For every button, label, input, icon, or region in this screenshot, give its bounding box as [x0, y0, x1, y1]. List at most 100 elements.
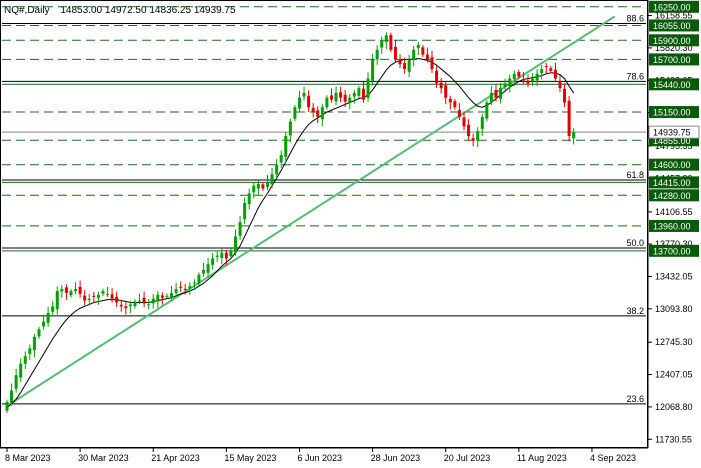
candle-body: [467, 124, 471, 136]
trendline-layer: [6, 15, 616, 407]
candle-body: [526, 80, 530, 84]
candle-body: [293, 107, 297, 119]
candle-body: [69, 291, 73, 296]
date-tick-label: 6 Jun 2023: [297, 453, 342, 463]
candle-body: [119, 304, 123, 307]
plot-frame: [0, 0, 648, 448]
candle-body: [51, 306, 55, 312]
level-tag-label: 14855.00: [653, 136, 691, 146]
candle-body: [5, 402, 9, 411]
fib-label: 88.6: [626, 14, 644, 24]
candle-body: [384, 35, 388, 43]
price-tick-label: 12407.05: [655, 370, 693, 380]
candle-body: [215, 255, 219, 257]
date-tick-label: 8 Mar 2023: [5, 453, 51, 463]
symbol-timeframe: NQ#,Daily: [4, 5, 50, 16]
date-tick-label: 20 Jul 2023: [444, 453, 491, 463]
candle-body: [549, 68, 553, 71]
candle-body: [78, 286, 82, 294]
level-tag: [649, 244, 699, 257]
candle-body: [28, 348, 32, 354]
candle-body: [421, 47, 425, 55]
candle-body: [234, 236, 237, 253]
candle-body: [316, 110, 320, 117]
ohlc-values: 14853.00 14972.50 14836.25 14939.75: [60, 5, 236, 16]
candle-body: [544, 66, 548, 68]
candle-body: [302, 92, 306, 97]
candle-body: [334, 92, 338, 102]
candle-body: [393, 46, 397, 60]
level-tag-label: 13960.00: [653, 221, 691, 231]
candle-body: [64, 287, 68, 293]
price-tick-label: 15820.30: [655, 43, 693, 53]
candle-body: [14, 375, 18, 389]
candle-body: [416, 45, 420, 49]
candle-body: [224, 252, 228, 259]
candle-body: [480, 116, 484, 129]
candle-body: [252, 185, 256, 193]
candle-body: [179, 286, 183, 288]
candle-body: [284, 135, 288, 157]
candle-body: [238, 222, 242, 236]
date-axis-labels: 8 Mar 2023 30 Mar 2023 21 Apr 2023 15 May 2…: [5, 448, 636, 463]
candle-body: [83, 295, 87, 301]
candle-body: [325, 97, 329, 108]
candle-body: [366, 78, 370, 98]
level-tag: [649, 78, 699, 91]
date-tick-label: 4 Sep 2023: [590, 453, 636, 463]
level-price-tags: 16250.00 16055.00 15900.00 15700.00 15440.00…: [648, 0, 700, 257]
candle-body: [32, 336, 36, 351]
level-tag-label: 15700.00: [653, 55, 691, 65]
candle-body: [572, 132, 576, 139]
candle-body: [23, 356, 27, 364]
candle-body: [202, 269, 206, 274]
level-tag-label: 15900.00: [653, 36, 691, 46]
fib-label: 78.6: [626, 71, 644, 81]
candle-body: [174, 289, 178, 293]
candle-body: [183, 288, 187, 290]
candle-body: [279, 155, 283, 163]
price-tick-label: 16158.55: [655, 11, 693, 21]
candle-body: [398, 60, 402, 65]
candle-body: [389, 34, 393, 50]
candle-body: [92, 295, 96, 297]
candle-body: [138, 300, 142, 302]
candle-body: [425, 54, 429, 60]
current-price-tag: [648, 125, 700, 139]
candle-body: [128, 304, 132, 306]
candle-body: [403, 63, 407, 69]
candle-body: [206, 264, 210, 273]
candle-body: [531, 78, 535, 82]
candle-body: [508, 78, 512, 87]
candle-body: [37, 329, 41, 337]
candle-body: [512, 73, 516, 80]
candle-body: [87, 298, 91, 301]
candle-body: [499, 88, 503, 99]
date-tick-label: 15 May 2023: [224, 453, 276, 463]
candle-body: [553, 69, 557, 79]
price-tick-label: 13093.80: [655, 304, 693, 314]
candle-body: [170, 292, 174, 299]
candle-body: [243, 202, 247, 220]
candle-body: [471, 138, 475, 141]
level-tag-label: 15440.00: [653, 80, 691, 90]
moving-average-line: [6, 57, 575, 409]
candle-body: [288, 121, 292, 136]
date-tick-label: 28 Jun 2023: [371, 453, 421, 463]
fib-label: 50.0: [626, 238, 644, 248]
candle-body: [211, 258, 215, 265]
level-lines: [2, 6, 646, 252]
candle-body: [453, 101, 457, 108]
level-tag: [649, 219, 699, 232]
candle-body: [462, 117, 466, 127]
level-tag-label: 14600.00: [653, 160, 691, 170]
candle-body: [371, 59, 375, 81]
candle-body: [407, 59, 411, 72]
level-tag-label: 16055.00: [653, 21, 691, 31]
candle-body: [270, 174, 274, 185]
level-tag: [649, 34, 699, 47]
price-tick-label: 11730.55: [655, 434, 692, 444]
candle-body: [160, 295, 164, 298]
chart-header: NQ#,Daily 14853.00 14972.50 14836.25 149…: [4, 5, 236, 16]
